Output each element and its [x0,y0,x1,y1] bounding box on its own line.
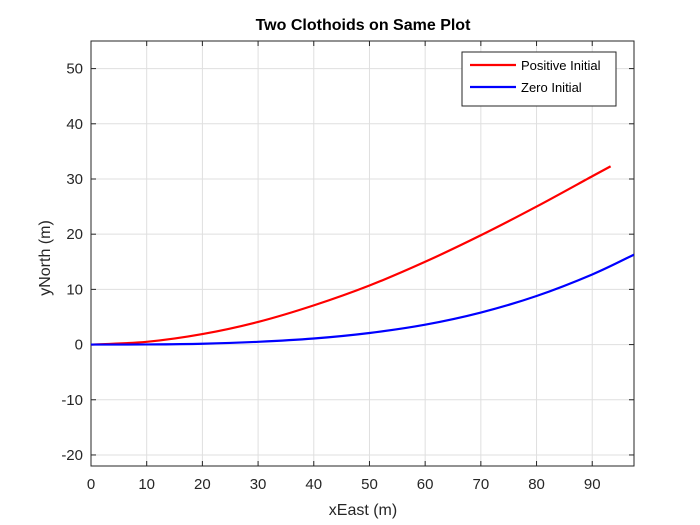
y-tick-label: 20 [66,226,83,243]
legend-label-zero-initial: Zero Initial [521,80,582,95]
plot-frame [90,40,635,467]
x-tick-label: 30 [250,476,267,493]
x-tick-label: 80 [528,476,545,493]
axis-ticks: 0 10 20 30 40 50 60 70 80 90 -20 -10 0 10 20 30 40 50 [61,41,634,493]
x-tick-label: 10 [138,476,155,493]
series-line-zero-initial [91,253,634,346]
chart-title: Two Clothoids on Same Plot [256,17,471,34]
x-tick-label: 40 [305,476,322,493]
y-tick-label: -20 [61,447,83,464]
y-axis-label: yNorth (m) [37,220,54,296]
legend-label-positive-initial: Positive Initial [521,58,601,73]
x-tick-label: 50 [361,476,378,493]
x-tick-label: 0 [87,476,95,493]
x-tick-label: 70 [473,476,490,493]
y-tick-label: 50 [66,61,83,78]
legend-box [461,51,617,107]
y-tick-label: 40 [66,116,83,133]
y-tick-label: 10 [66,281,83,298]
x-axis-label: xEast (m) [329,502,397,519]
x-tick-label: 20 [194,476,211,493]
series-layer [91,165,634,346]
y-tick-label: 0 [75,337,83,354]
x-tick-label: 60 [417,476,434,493]
x-tick-label: 90 [584,476,601,493]
y-tick-label: 30 [66,171,83,188]
legend[interactable]: Positive Initial Zero Initial [461,51,617,107]
y-tick-label: -10 [61,392,83,409]
series-line-positive-initial [91,165,612,346]
